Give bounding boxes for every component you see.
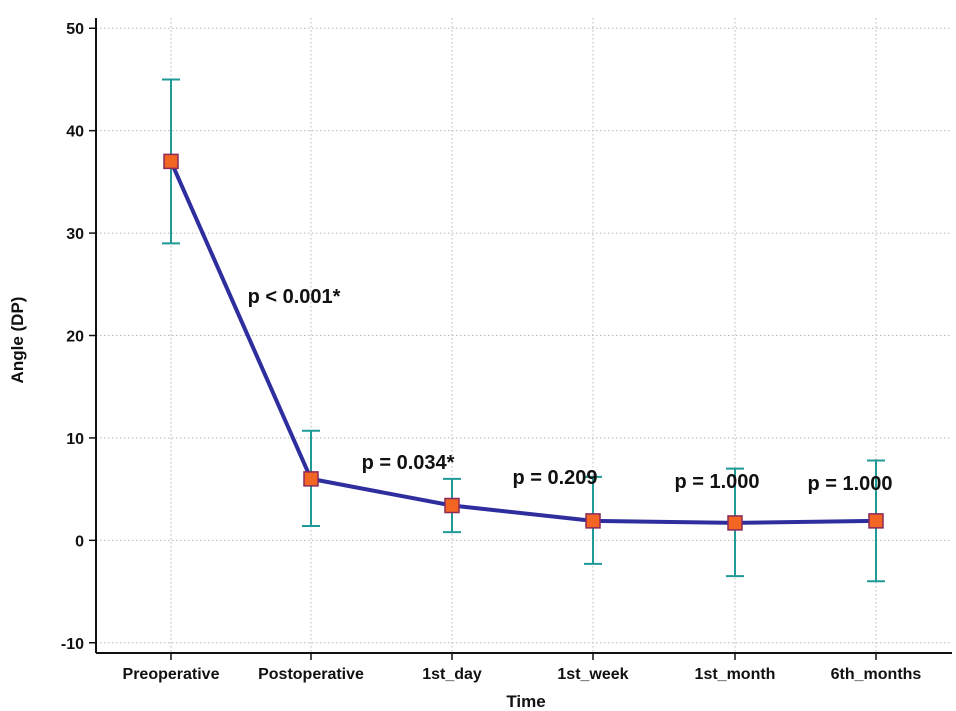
x-tick-label: 1st_day bbox=[422, 666, 482, 683]
p-value-annotation: p = 1.000 bbox=[674, 471, 759, 493]
y-tick-label: 20 bbox=[66, 329, 84, 346]
y-tick-label: 40 bbox=[66, 124, 84, 141]
data-point-marker bbox=[163, 153, 179, 170]
y-tick-label: 0 bbox=[75, 533, 84, 550]
y-tick-label: -10 bbox=[61, 636, 84, 653]
data-point-marker bbox=[585, 513, 601, 529]
data-point-marker bbox=[727, 515, 743, 531]
series-line bbox=[169, 160, 877, 525]
x-tick-label: 1st_month bbox=[695, 666, 776, 683]
p-value-annotation: p < 0.001* bbox=[248, 286, 341, 308]
data-point-marker bbox=[868, 513, 884, 529]
p-value-annotation: p = 0.209 bbox=[512, 467, 597, 489]
annotations: p < 0.001* p = 0.034* p = 0.209 p = 1.000 p … bbox=[248, 286, 893, 495]
error-bars bbox=[162, 78, 885, 583]
x-axis-label: Time bbox=[506, 692, 545, 711]
data-point-marker bbox=[303, 471, 319, 487]
x-axis-ticks: Preoperative Postoperative 1st_day 1st_week… bbox=[123, 653, 922, 683]
data-point-marker bbox=[444, 497, 460, 514]
x-tick-label: Preoperative bbox=[123, 666, 220, 683]
x-tick-label: 1st_week bbox=[557, 666, 628, 683]
y-tick-label: 10 bbox=[66, 431, 84, 448]
y-axis-ticks: -10 0 10 20 30 40 50 bbox=[61, 21, 96, 653]
series-group bbox=[163, 153, 884, 531]
p-value-annotation: p = 0.034* bbox=[362, 452, 455, 474]
x-tick-label: Postoperative bbox=[258, 666, 364, 683]
grid bbox=[96, 18, 952, 653]
y-tick-label: 50 bbox=[66, 21, 84, 38]
y-axis-label: Angle (DP) bbox=[8, 297, 27, 384]
y-tick-label: 30 bbox=[66, 226, 84, 243]
x-tick-label: 6th_months bbox=[831, 666, 922, 683]
p-value-annotation: p = 1.000 bbox=[807, 473, 892, 495]
